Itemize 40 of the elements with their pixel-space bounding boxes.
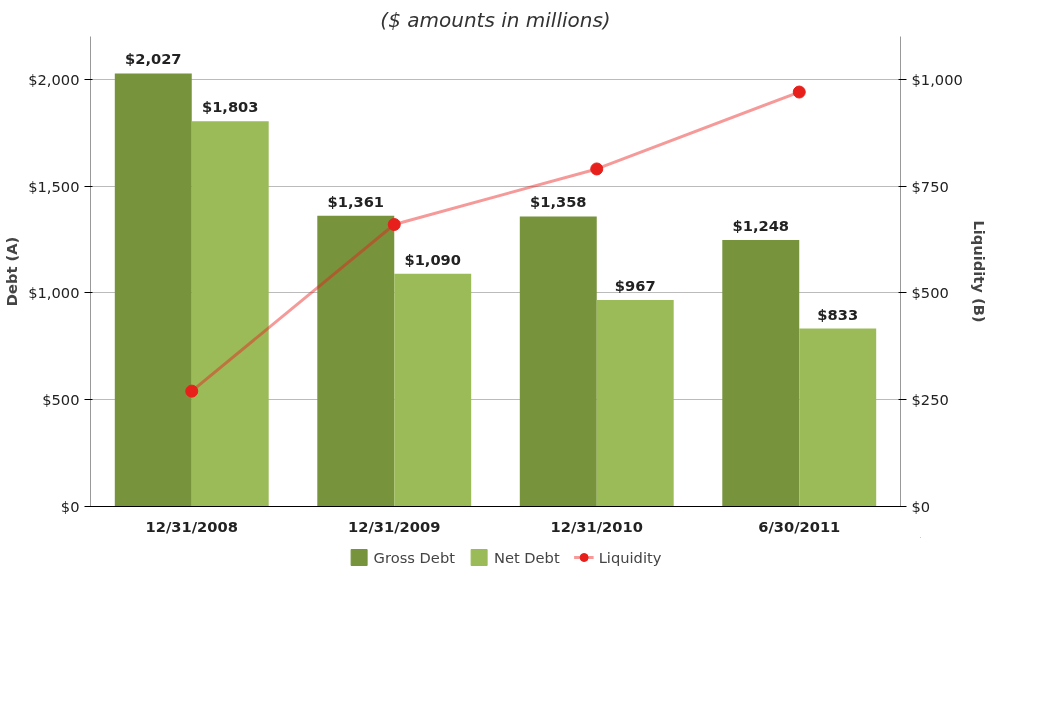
point bbox=[792, 85, 806, 99]
bar bbox=[191, 121, 269, 507]
x-tick-label: 6/30/2011 bbox=[758, 517, 841, 535]
data-label: $1,358 bbox=[530, 193, 587, 211]
y-tick-label: $1,000 bbox=[28, 284, 80, 302]
y-tick-label: $2,000 bbox=[28, 70, 80, 88]
y2-tick-label: $0 bbox=[911, 498, 931, 515]
y2-axis-title: Liquidity (B) bbox=[970, 220, 988, 323]
data-label: $1,361 bbox=[327, 192, 385, 210]
bar bbox=[519, 216, 597, 507]
legend-label: Liquidity bbox=[598, 548, 662, 566]
bar bbox=[394, 273, 472, 507]
y-tick-label: $500 bbox=[42, 391, 80, 409]
bar bbox=[317, 215, 395, 507]
y-tick-label: $1,500 bbox=[28, 177, 80, 195]
data-label: $833 bbox=[817, 305, 859, 323]
chart-title: ($ amounts in millions) bbox=[380, 7, 611, 32]
x-tick-label: 12/31/2009 bbox=[348, 517, 441, 535]
bar bbox=[114, 73, 192, 507]
data-label: $2,027 bbox=[125, 50, 182, 68]
legend-label: Net Debt bbox=[493, 548, 560, 566]
x-tick-label: 12/31/2008 bbox=[145, 517, 238, 535]
y2-tick-label: $1,000 bbox=[911, 70, 963, 88]
bar bbox=[722, 239, 800, 507]
bar bbox=[596, 299, 674, 507]
y-axis-title: Debt (A) bbox=[3, 236, 21, 307]
data-label: $1,248 bbox=[732, 216, 790, 234]
y2-tick-label: $500 bbox=[911, 284, 949, 302]
data-label: $1,090 bbox=[404, 250, 462, 268]
x-tick-label: 12/31/2010 bbox=[550, 517, 643, 535]
bar bbox=[799, 328, 877, 507]
data-label: $1,803 bbox=[201, 98, 259, 116]
point bbox=[185, 384, 199, 398]
point bbox=[590, 162, 604, 176]
y-tick-label: $0 bbox=[60, 498, 80, 515]
data-label: $967 bbox=[614, 276, 656, 294]
point bbox=[387, 218, 401, 231]
y2-tick-label: $750 bbox=[911, 177, 949, 195]
y2-tick-label: $250 bbox=[911, 391, 949, 409]
legend-label: Gross Debt bbox=[373, 548, 455, 566]
